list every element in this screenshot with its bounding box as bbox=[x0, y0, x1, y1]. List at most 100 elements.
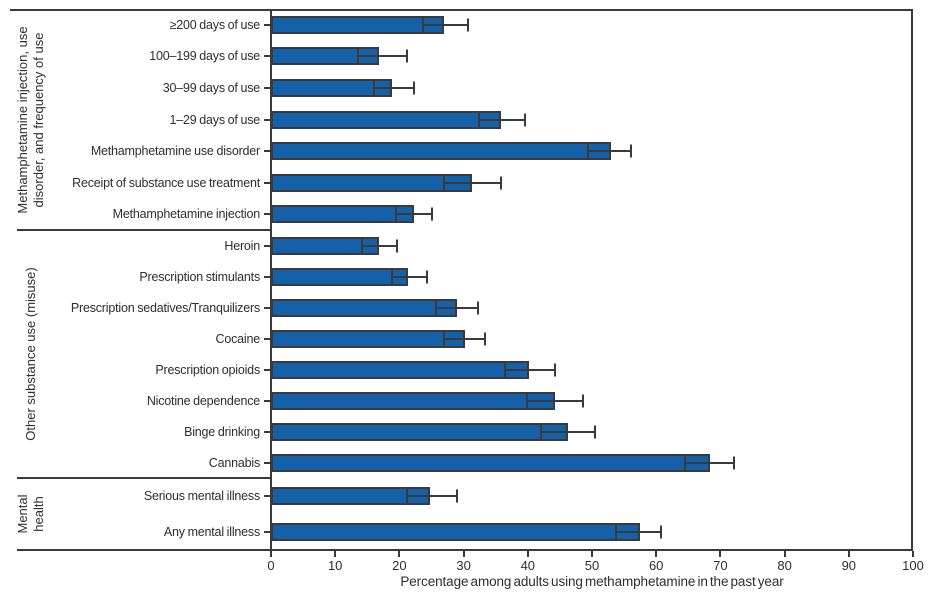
y-tick-mark bbox=[264, 55, 271, 58]
category-label: Receipt of substance use treatment bbox=[62, 167, 271, 199]
bar bbox=[271, 142, 611, 161]
bar-row: Heroin bbox=[62, 230, 913, 261]
x-tick-label: 100 bbox=[902, 558, 924, 573]
error-bar-lower-cap bbox=[443, 173, 446, 192]
error-bar-lower-cap bbox=[360, 236, 363, 255]
bar-cell bbox=[271, 72, 913, 104]
y-tick-mark bbox=[264, 213, 271, 216]
y-tick-mark bbox=[264, 244, 271, 247]
error-bar-upper-cap bbox=[630, 144, 633, 158]
bar-row: Methamphetamine use disorder bbox=[62, 135, 913, 167]
x-tick-mark bbox=[526, 551, 529, 557]
bar-cell bbox=[271, 292, 913, 323]
error-bar-upper-cap bbox=[467, 18, 470, 32]
group-rows: Serious mental illness Any mental illness bbox=[62, 478, 913, 550]
group-rows: ≥200 days of use 100–199 days of use 30–99… bbox=[62, 9, 913, 230]
y-tick-mark bbox=[264, 118, 271, 121]
x-tick-mark bbox=[591, 551, 593, 557]
bar-cell bbox=[271, 514, 913, 550]
category-label: Prescription sedatives/Tranquilizers bbox=[62, 292, 271, 323]
x-tick-mark bbox=[719, 551, 722, 557]
bar bbox=[271, 173, 472, 192]
bar bbox=[271, 298, 457, 317]
error-bar-line bbox=[374, 86, 414, 89]
y-tick-mark bbox=[264, 150, 271, 153]
error-bar-upper-cap bbox=[412, 81, 415, 95]
bar-row: Prescription sedatives/Tranquilizers bbox=[62, 292, 913, 323]
group-section: Mental health Serious mental illness Any m… bbox=[0, 478, 913, 550]
bar-row: Receipt of substance use treatment bbox=[62, 167, 913, 199]
error-bar-line bbox=[685, 461, 734, 464]
group-section: Other substance use (misuse) Heroin Prescr… bbox=[0, 230, 913, 478]
error-bar-lower-cap bbox=[478, 110, 480, 129]
y-tick-mark bbox=[264, 306, 271, 309]
bar-cell bbox=[271, 198, 913, 230]
group-label: Other substance use (misuse) bbox=[23, 267, 39, 441]
error-bar-lower-cap bbox=[391, 267, 394, 286]
y-tick-mark bbox=[264, 495, 271, 497]
group-rows: Heroin Prescription stimulants Prescriptio… bbox=[62, 230, 913, 478]
group-label-column: Mental health bbox=[0, 478, 62, 550]
bar-cell bbox=[271, 478, 913, 514]
bar-row: Cannabis bbox=[62, 447, 913, 478]
bar-cell bbox=[271, 385, 913, 416]
error-bar-line bbox=[407, 495, 457, 497]
category-label: Nicotine dependence bbox=[62, 385, 271, 416]
error-bar-line bbox=[540, 430, 595, 433]
error-bar-line bbox=[395, 213, 433, 216]
error-bar-lower-cap bbox=[587, 142, 590, 161]
x-tick-mark bbox=[270, 551, 272, 557]
plot-top-border bbox=[10, 9, 913, 11]
bar bbox=[271, 422, 568, 441]
error-bar-lower-cap bbox=[406, 487, 409, 505]
y-tick-mark bbox=[264, 275, 271, 278]
error-bar-upper-cap bbox=[431, 207, 434, 221]
y-tick-mark bbox=[264, 461, 271, 464]
error-bar-line bbox=[588, 150, 632, 153]
bar-row: Serious mental illness bbox=[62, 478, 913, 514]
group-section: Methamphetamine injection, use disorder,… bbox=[0, 9, 913, 230]
category-label: Binge drinking bbox=[62, 416, 271, 447]
bar bbox=[271, 391, 555, 410]
category-label: Heroin bbox=[62, 230, 271, 261]
bar bbox=[271, 205, 415, 224]
category-label: Prescription stimulants bbox=[62, 261, 271, 292]
bar bbox=[271, 329, 465, 348]
bar bbox=[271, 110, 502, 129]
y-tick-mark bbox=[264, 181, 271, 184]
category-label: 100–199 days of use bbox=[62, 41, 271, 73]
category-label: Methamphetamine use disorder bbox=[62, 135, 271, 167]
bar bbox=[271, 523, 640, 541]
error-bar-lower-cap bbox=[614, 523, 617, 541]
x-tick-label: 40 bbox=[520, 558, 536, 573]
bar-row: Nicotine dependence bbox=[62, 385, 913, 416]
y-tick-mark bbox=[264, 399, 271, 402]
category-label: 1–29 days of use bbox=[62, 104, 271, 136]
x-axis-line bbox=[17, 549, 913, 551]
category-label: Cocaine bbox=[62, 323, 271, 354]
error-bar-upper-cap bbox=[426, 270, 428, 283]
x-tick-mark bbox=[783, 551, 786, 557]
x-tick-mark bbox=[847, 551, 850, 557]
x-tick-mark bbox=[655, 551, 658, 557]
error-bar-upper-cap bbox=[554, 363, 557, 376]
bar-row: 100–199 days of use bbox=[62, 41, 913, 73]
category-label: Any mental illness bbox=[62, 514, 271, 550]
x-tick-label: 20 bbox=[392, 558, 407, 573]
error-bar-lower-cap bbox=[684, 453, 687, 472]
x-tick-label: 30 bbox=[456, 558, 471, 573]
error-bar-upper-cap bbox=[477, 301, 480, 314]
bar-cell bbox=[271, 354, 913, 385]
group-label-column: Other substance use (misuse) bbox=[0, 230, 62, 478]
y-tick-mark bbox=[264, 368, 271, 371]
group-label: Mental health bbox=[15, 494, 46, 534]
plot-area: Methamphetamine injection, use disorder,… bbox=[0, 9, 913, 550]
group-separator-1 bbox=[17, 229, 271, 231]
plot-right-border bbox=[911, 9, 913, 551]
bar-cell bbox=[271, 261, 913, 292]
x-tick-mark bbox=[912, 551, 914, 557]
category-label: Serious mental illness bbox=[62, 478, 271, 514]
error-bar-line bbox=[444, 337, 486, 340]
bar-row: Prescription stimulants bbox=[62, 261, 913, 292]
category-label: 30–99 days of use bbox=[62, 72, 271, 104]
